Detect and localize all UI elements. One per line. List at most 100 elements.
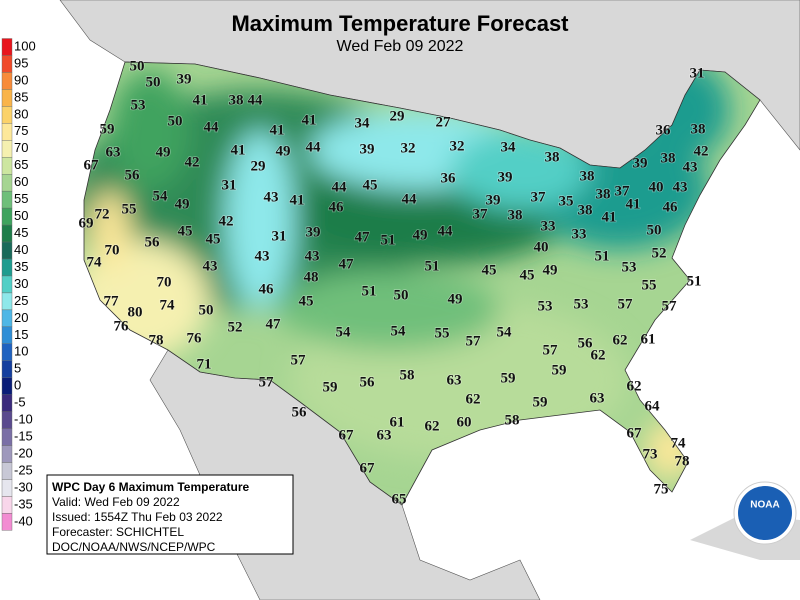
temperature-label: 57 bbox=[259, 374, 275, 390]
temperature-label: 51 bbox=[595, 248, 610, 264]
temperature-label: 53 bbox=[538, 298, 553, 314]
temperature-label: 32 bbox=[450, 138, 465, 154]
temperature-label: 46 bbox=[259, 281, 275, 297]
info-line: WPC Day 6 Maximum Temperature bbox=[52, 480, 249, 494]
legend-label: 90 bbox=[14, 72, 28, 87]
legend-swatch bbox=[1, 173, 13, 192]
temperature-label: 45 bbox=[299, 293, 314, 309]
legend-label: 50 bbox=[14, 208, 28, 223]
temperature-label: 49 bbox=[175, 196, 190, 212]
temperature-label: 41 bbox=[270, 122, 285, 138]
temperature-label: 41 bbox=[302, 112, 317, 128]
legend-swatch bbox=[1, 38, 13, 56]
info-line: Issued: 1554Z Thu Feb 03 2022 bbox=[52, 510, 223, 524]
temperature-label: 43 bbox=[203, 258, 218, 274]
legend-swatch bbox=[1, 140, 13, 158]
legend-swatch bbox=[1, 462, 13, 480]
temperature-label: 58 bbox=[400, 367, 415, 383]
info-line: Forecaster: SCHICHTEL bbox=[52, 525, 184, 539]
legend-swatch bbox=[1, 496, 13, 514]
temperature-label: 50 bbox=[168, 113, 183, 129]
temperature-label: 41 bbox=[193, 92, 208, 108]
temperature-label: 29 bbox=[390, 108, 405, 124]
temperature-label: 50 bbox=[146, 74, 161, 90]
legend-label: 10 bbox=[14, 344, 28, 359]
temperature-label: 47 bbox=[339, 256, 355, 272]
temperature-label: 65 bbox=[392, 491, 407, 507]
subtitle: Wed Feb 09 2022 bbox=[337, 38, 464, 55]
temperature-label: 36 bbox=[441, 170, 457, 186]
legend-label: 30 bbox=[14, 276, 28, 291]
temperature-label: 70 bbox=[157, 274, 172, 290]
temperature-label: 52 bbox=[228, 319, 243, 335]
info-box bbox=[46, 474, 294, 555]
temperature-label: 49 bbox=[276, 143, 291, 159]
legend-swatch bbox=[1, 377, 13, 395]
legend-swatch bbox=[1, 275, 13, 294]
temperature-label: 55 bbox=[122, 201, 137, 217]
temperature-label: 51 bbox=[381, 232, 396, 248]
legend-swatch bbox=[1, 224, 13, 243]
temperature-label: 72 bbox=[95, 206, 110, 222]
temperature-label: 47 bbox=[266, 316, 282, 332]
temperature-label: 54 bbox=[153, 188, 169, 204]
temperature-label: 70 bbox=[105, 242, 120, 258]
temperature-label: 69 bbox=[79, 215, 94, 231]
temperature-label: 45 bbox=[482, 262, 497, 278]
legend-label: 95 bbox=[14, 55, 28, 70]
temperature-label: 37 bbox=[531, 189, 547, 205]
legend-label: 75 bbox=[14, 123, 28, 138]
temperature-label: 44 bbox=[306, 139, 322, 155]
legend-swatch bbox=[1, 360, 13, 378]
legend-swatch bbox=[1, 72, 13, 90]
temperature-label: 50 bbox=[130, 58, 145, 74]
temperature-label: 76 bbox=[114, 318, 130, 334]
temperature-label: 62 bbox=[591, 347, 606, 363]
temperature-label: 56 bbox=[360, 374, 376, 390]
temperature-label: 39 bbox=[633, 155, 648, 171]
temperature-label: 44 bbox=[248, 92, 264, 108]
legend-label: -10 bbox=[14, 412, 33, 427]
temperature-label: 45 bbox=[206, 231, 221, 247]
temperature-label: 46 bbox=[329, 199, 345, 215]
temperature-label: 29 bbox=[251, 158, 266, 174]
temperature-label: 38 bbox=[578, 202, 593, 218]
legend-swatch bbox=[1, 513, 13, 531]
temperature-label: 31 bbox=[272, 228, 287, 244]
temperature-label: 61 bbox=[641, 331, 656, 347]
temperature-label: 53 bbox=[574, 296, 589, 312]
temperature-label: 78 bbox=[675, 453, 690, 469]
legend-label: 85 bbox=[14, 89, 28, 104]
temperature-label: 50 bbox=[394, 287, 409, 303]
temperature-label: 44 bbox=[204, 119, 220, 135]
legend-label: -5 bbox=[14, 395, 26, 410]
temperature-label: 42 bbox=[185, 154, 200, 170]
temperature-label: 73 bbox=[643, 446, 658, 462]
legend-swatch bbox=[1, 343, 13, 361]
legend-label: 70 bbox=[14, 140, 28, 155]
temperature-label: 76 bbox=[187, 330, 203, 346]
temperature-label: 59 bbox=[323, 379, 338, 395]
legend-swatch bbox=[1, 106, 13, 124]
temperature-label: 63 bbox=[377, 427, 392, 443]
info-line: Valid: Wed Feb 09 2022 bbox=[52, 495, 180, 509]
temperature-label: 27 bbox=[436, 114, 452, 130]
legend-label: 80 bbox=[14, 106, 28, 121]
temperature-label: 57 bbox=[291, 352, 307, 368]
temperature-label: 40 bbox=[534, 239, 549, 255]
temperature-label: 44 bbox=[438, 223, 454, 239]
temperature-label: 56 bbox=[292, 404, 308, 420]
legend-swatch bbox=[1, 411, 13, 429]
temperature-label: 59 bbox=[552, 362, 567, 378]
us-border bbox=[83, 61, 761, 506]
temperature-label: 62 bbox=[466, 391, 481, 407]
legend-label: 15 bbox=[14, 327, 28, 342]
temperature-label: 49 bbox=[543, 262, 558, 278]
legend-label: -15 bbox=[14, 429, 33, 444]
legend-swatch bbox=[1, 89, 13, 107]
legend-swatch bbox=[1, 292, 13, 311]
temperature-label: 31 bbox=[222, 177, 237, 193]
temperature-label: 38 bbox=[596, 186, 611, 202]
legend-swatch bbox=[1, 445, 13, 463]
